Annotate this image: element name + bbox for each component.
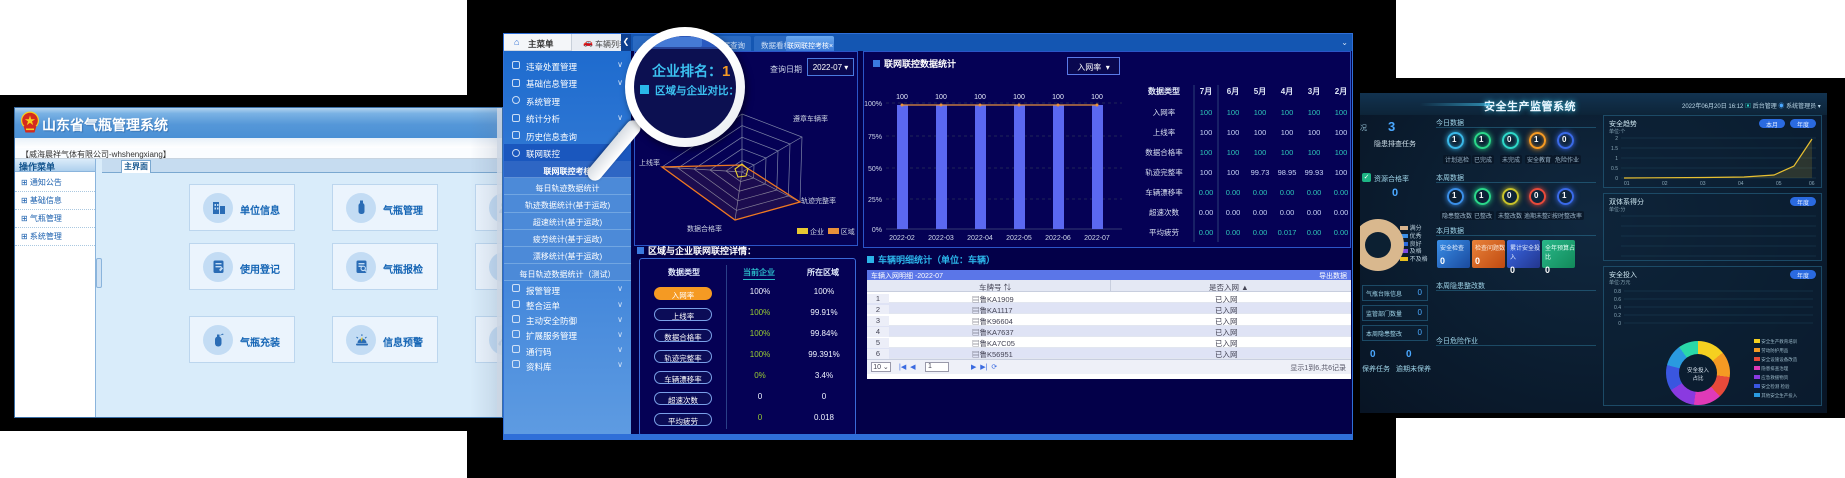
svg-text:数据合格率: 数据合格率 <box>687 224 722 233</box>
svg-text:0.2: 0.2 <box>1614 313 1621 319</box>
svg-text:100: 100 <box>1335 108 1348 117</box>
svg-text:0.00: 0.00 <box>1307 188 1322 197</box>
svg-text:0.8: 0.8 <box>1614 289 1621 295</box>
svg-text:0: 0 <box>1618 321 1621 325</box>
svg-text:入网率: 入网率 <box>1153 107 1176 117</box>
svg-text:0.00: 0.00 <box>1226 228 1241 237</box>
svg-text:05: 05 <box>1776 181 1782 187</box>
svg-text:0.00: 0.00 <box>1280 208 1295 217</box>
svg-text:0.5: 0.5 <box>1611 166 1618 172</box>
svg-text:100: 100 <box>1227 148 1240 157</box>
svg-text:车辆漂移率: 车辆漂移率 <box>1145 187 1183 197</box>
svg-text:0.00: 0.00 <box>1226 208 1241 217</box>
svg-text:100: 100 <box>1200 128 1213 137</box>
svg-text:0.00: 0.00 <box>1253 188 1268 197</box>
svg-text:0.6: 0.6 <box>1614 297 1621 303</box>
svg-text:2022-07: 2022-07 <box>1084 235 1110 242</box>
svg-text:上线率: 上线率 <box>639 158 660 167</box>
svg-text:0: 0 <box>1615 176 1618 182</box>
svg-text:2022-06: 2022-06 <box>1045 235 1071 242</box>
svg-text:100: 100 <box>1200 168 1213 177</box>
svg-text:99.73: 99.73 <box>1251 168 1270 177</box>
svg-text:0.00: 0.00 <box>1307 228 1322 237</box>
svg-text:0.00: 0.00 <box>1307 208 1322 217</box>
svg-text:100: 100 <box>974 94 986 101</box>
svg-text:04: 04 <box>1738 181 1744 187</box>
svg-text:1.5: 1.5 <box>1611 146 1618 152</box>
svg-text:03: 03 <box>1700 181 1706 187</box>
svg-text:100: 100 <box>896 94 908 101</box>
svg-text:0.00: 0.00 <box>1199 228 1214 237</box>
svg-text:50%: 50% <box>868 166 882 173</box>
svg-text:数据类型: 数据类型 <box>1148 86 1180 96</box>
svg-text:0%: 0% <box>872 227 882 234</box>
svg-text:4月: 4月 <box>1281 87 1293 96</box>
svg-text:0.00: 0.00 <box>1280 188 1295 197</box>
svg-text:2: 2 <box>1615 136 1618 142</box>
svg-text:0.00: 0.00 <box>1253 228 1268 237</box>
svg-text:100%: 100% <box>864 101 882 108</box>
svg-text:100: 100 <box>935 94 947 101</box>
svg-text:100: 100 <box>1254 148 1267 157</box>
svg-text:100: 100 <box>1308 148 1321 157</box>
svg-text:0.00: 0.00 <box>1334 208 1349 217</box>
svg-text:02: 02 <box>1662 181 1668 187</box>
svg-text:0.00: 0.00 <box>1226 188 1241 197</box>
svg-text:2022-02: 2022-02 <box>889 235 915 242</box>
svg-text:75%: 75% <box>868 134 882 141</box>
svg-text:100: 100 <box>1308 108 1321 117</box>
svg-text:2022-05: 2022-05 <box>1006 235 1032 242</box>
svg-text:100: 100 <box>1200 108 1213 117</box>
svg-text:5月: 5月 <box>1254 87 1266 96</box>
svg-text:上线率: 上线率 <box>1153 127 1176 137</box>
svg-text:0.00: 0.00 <box>1199 208 1214 217</box>
svg-text:数据合格率: 数据合格率 <box>1145 147 1183 157</box>
svg-text:2022-03: 2022-03 <box>928 235 954 242</box>
svg-text:轨迹完整率: 轨迹完整率 <box>1145 167 1183 177</box>
svg-text:100: 100 <box>1281 128 1294 137</box>
svg-text:3月: 3月 <box>1308 87 1320 96</box>
svg-text:0.4: 0.4 <box>1614 305 1621 311</box>
svg-text:100: 100 <box>1227 108 1240 117</box>
svg-text:2022-04: 2022-04 <box>967 235 993 242</box>
svg-text:100: 100 <box>1308 128 1321 137</box>
svg-text:98.95: 98.95 <box>1278 168 1297 177</box>
svg-text:0.00: 0.00 <box>1334 188 1349 197</box>
svg-text:7月: 7月 <box>1200 87 1212 96</box>
svg-text:0.017: 0.017 <box>1278 228 1297 237</box>
svg-text:06: 06 <box>1809 181 1815 187</box>
svg-text:100: 100 <box>1254 108 1267 117</box>
svg-text:99.93: 99.93 <box>1305 168 1324 177</box>
svg-text:0.00: 0.00 <box>1253 208 1268 217</box>
svg-text:超速次数: 超速次数 <box>1149 207 1179 217</box>
svg-text:6月: 6月 <box>1227 87 1239 96</box>
svg-text:100: 100 <box>1335 168 1348 177</box>
svg-text:100: 100 <box>1254 128 1267 137</box>
svg-text:100: 100 <box>1227 128 1240 137</box>
svg-text:100: 100 <box>1335 128 1348 137</box>
svg-text:轨迹完整率: 轨迹完整率 <box>801 196 836 205</box>
svg-text:100: 100 <box>1281 108 1294 117</box>
svg-text:100: 100 <box>1335 148 1348 157</box>
svg-text:平均疲劳: 平均疲劳 <box>1149 227 1179 237</box>
svg-text:100: 100 <box>1200 148 1213 157</box>
svg-text:01: 01 <box>1624 181 1630 187</box>
svg-text:遵章车辆率: 遵章车辆率 <box>793 114 828 123</box>
svg-text:2月: 2月 <box>1335 87 1347 96</box>
svg-text:100: 100 <box>1013 94 1025 101</box>
svg-text:0.00: 0.00 <box>1199 188 1214 197</box>
svg-text:100: 100 <box>1281 148 1294 157</box>
svg-text:0.00: 0.00 <box>1334 228 1349 237</box>
svg-text:1: 1 <box>1615 156 1618 162</box>
svg-text:25%: 25% <box>868 197 882 204</box>
svg-text:100: 100 <box>1091 94 1103 101</box>
svg-text:100: 100 <box>1052 94 1064 101</box>
svg-text:100: 100 <box>1227 168 1240 177</box>
